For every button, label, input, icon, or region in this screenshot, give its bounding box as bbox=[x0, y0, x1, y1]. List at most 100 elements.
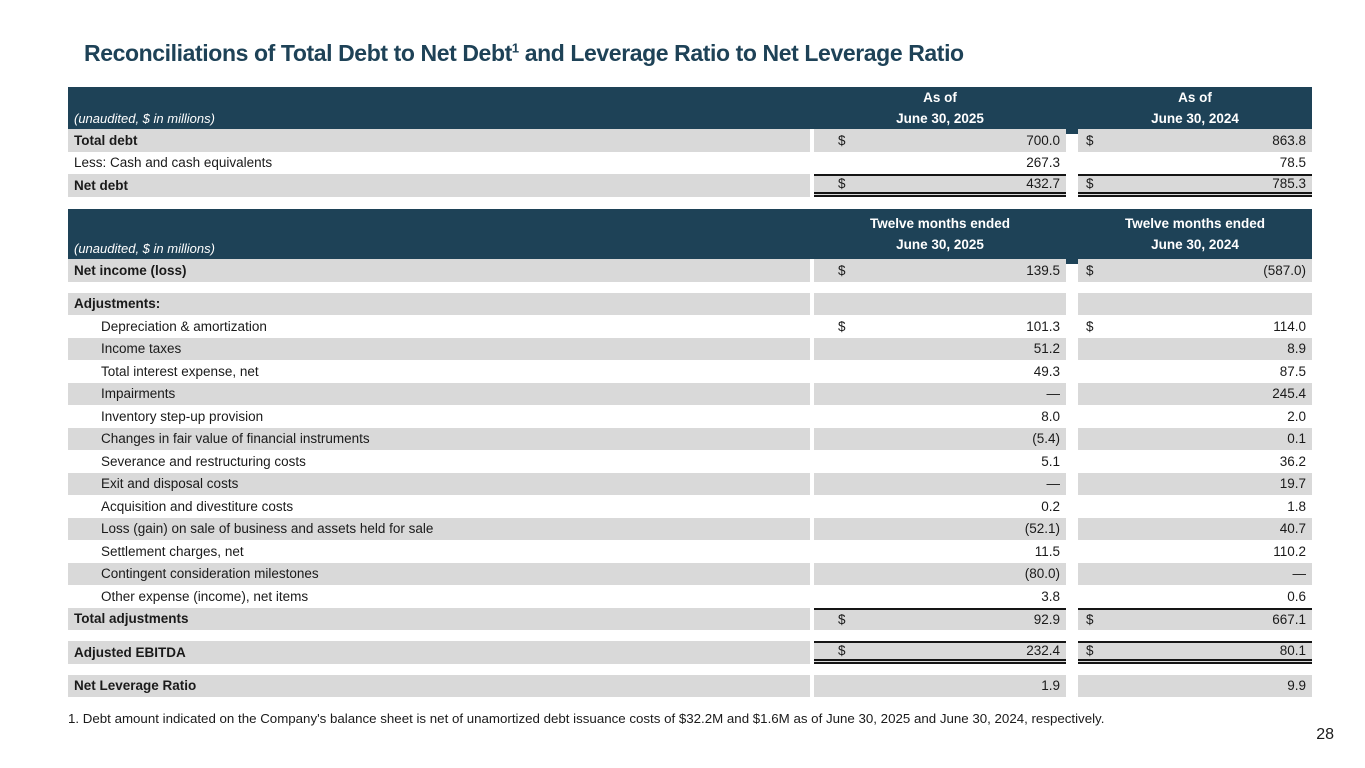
value-2025: $139.5 bbox=[814, 259, 1066, 282]
table-row: Severance and restructuring costs 5.1 36.2 bbox=[68, 450, 1312, 473]
row-label: Severance and restructuring costs bbox=[101, 453, 306, 469]
header-label-cell: (unaudited, $ in millions) bbox=[68, 209, 810, 259]
amount-2024: 0.1 bbox=[1287, 431, 1306, 447]
amount-2025: 49.3 bbox=[1033, 363, 1060, 379]
column-gap bbox=[1066, 405, 1078, 428]
value-2024: 0.6 bbox=[1078, 585, 1312, 608]
table-row: Loss (gain) on sale of business and asse… bbox=[68, 517, 1312, 540]
value-2024 bbox=[1078, 292, 1312, 315]
amount-2025: (80.0) bbox=[1024, 566, 1060, 582]
column-gap bbox=[1066, 315, 1078, 338]
page-title-text-suffix: and Leverage Ratio to Net Leverage Ratio bbox=[518, 40, 964, 66]
dollar-sign: $ bbox=[838, 643, 846, 659]
header-column-2025: Twelve months ended June 30, 2025 bbox=[814, 209, 1066, 259]
amount-2024: — bbox=[1292, 566, 1307, 582]
amount-2025: — bbox=[1046, 386, 1061, 402]
amount-2025: 1.9 bbox=[1041, 678, 1060, 694]
value-2024: $114.0 bbox=[1078, 315, 1312, 338]
table-row: Inventory step-up provision 8.0 2.0 bbox=[68, 405, 1312, 428]
column-gap bbox=[1066, 338, 1078, 361]
unaudited-note: (unaudited, $ in millions) bbox=[74, 111, 215, 126]
amount-2025: 0.2 bbox=[1041, 498, 1060, 514]
column-gap bbox=[1066, 675, 1078, 698]
header-line1: As of bbox=[923, 90, 957, 105]
page-title-text: Reconciliations of Total Debt to Net Deb… bbox=[84, 40, 512, 66]
value-2024: 40.7 bbox=[1078, 517, 1312, 540]
row-label: Income taxes bbox=[68, 337, 810, 360]
amount-2024: 87.5 bbox=[1279, 363, 1306, 379]
row-label: Depreciation & amortization bbox=[101, 318, 267, 334]
amount-2024: 110.2 bbox=[1273, 543, 1306, 559]
row-label: Changes in fair value of financial instr… bbox=[68, 427, 810, 450]
amount-2024: 36.2 bbox=[1279, 453, 1306, 469]
value-2024: $80.1 bbox=[1078, 641, 1312, 664]
column-gap bbox=[1066, 563, 1078, 586]
net-debt-reconciliation-table: (unaudited, $ in millions) As of June 30… bbox=[68, 87, 1312, 197]
column-gap bbox=[1066, 360, 1078, 383]
value-2025: (52.1) bbox=[814, 517, 1066, 540]
header-line2: June 30, 2024 bbox=[1151, 237, 1239, 252]
amount-2024: 1.8 bbox=[1287, 498, 1306, 514]
column-gap bbox=[1066, 209, 1078, 264]
ebitda-table-body: Net income (loss) $139.5 $ (587.0) Adjustmen… bbox=[68, 259, 1312, 697]
dollar-sign: $ bbox=[838, 132, 846, 148]
column-gap bbox=[1066, 152, 1078, 175]
dollar-sign: $ bbox=[1086, 262, 1094, 278]
dollar-sign: $ bbox=[838, 612, 846, 628]
dollar-sign: $ bbox=[1086, 132, 1094, 148]
dollar-sign: $ bbox=[1086, 643, 1094, 659]
column-gap bbox=[1066, 293, 1078, 316]
value-2024: 78.5 bbox=[1078, 152, 1312, 175]
adjusted-ebitda-reconciliation-table: (unaudited, $ in millions) Twelve months… bbox=[68, 209, 1312, 697]
value-2024: $ (587.0) bbox=[1078, 259, 1312, 282]
amount-2025: 51.2 bbox=[1033, 341, 1060, 357]
row-label: Impairments bbox=[68, 382, 810, 405]
value-2025: 5.1 bbox=[814, 450, 1066, 473]
amount-2024: 863.8 bbox=[1272, 132, 1306, 148]
value-2025: $232.4 bbox=[814, 641, 1066, 664]
value-2024: 2.0 bbox=[1078, 405, 1312, 428]
column-gap bbox=[1066, 450, 1078, 473]
column-gap bbox=[1066, 540, 1078, 563]
value-2025: $92.9 bbox=[814, 607, 1066, 630]
header-line2: June 30, 2025 bbox=[896, 237, 984, 252]
header-column-2025: As of June 30, 2025 bbox=[814, 87, 1066, 129]
ebitda-table-header: (unaudited, $ in millions) Twelve months… bbox=[68, 209, 1312, 264]
amount-2025: 432.7 bbox=[1026, 176, 1060, 192]
value-2025: (5.4) bbox=[814, 427, 1066, 450]
value-2024: 110.2 bbox=[1078, 540, 1312, 563]
value-2024: 1.8 bbox=[1078, 495, 1312, 518]
amount-2024: 19.7 bbox=[1279, 476, 1306, 492]
row-label: Total adjustments bbox=[68, 607, 810, 630]
column-gap bbox=[1066, 383, 1078, 406]
value-2025: 51.2 bbox=[814, 337, 1066, 360]
row-label: Adjustments: bbox=[68, 292, 810, 315]
header-line1: Twelve months ended bbox=[1124, 216, 1266, 231]
table-row: Net Leverage Ratio 1.9 9.9 bbox=[68, 674, 1312, 698]
amount-2024: 0.6 bbox=[1287, 588, 1306, 604]
amount-2025: 8.0 bbox=[1041, 408, 1060, 424]
table-row: Exit and disposal costs — 19.7 bbox=[68, 472, 1312, 495]
dollar-sign: $ bbox=[838, 176, 846, 192]
dollar-sign: $ bbox=[838, 262, 846, 278]
value-2025 bbox=[814, 292, 1066, 315]
header-line1: As of bbox=[1178, 90, 1212, 105]
value-2025: (80.0) bbox=[814, 562, 1066, 585]
value-2024: 245.4 bbox=[1078, 382, 1312, 405]
column-gap bbox=[1066, 428, 1078, 451]
amount-2025: — bbox=[1046, 476, 1061, 492]
value-2025: $432.7 bbox=[814, 174, 1066, 197]
column-gap bbox=[1066, 174, 1078, 197]
amount-2025: 11.5 bbox=[1034, 543, 1060, 559]
table-row: Total interest expense, net 49.3 87.5 bbox=[68, 360, 1312, 383]
row-label: Settlement charges, net bbox=[101, 543, 244, 559]
amount-2025: (5.4) bbox=[1032, 431, 1060, 447]
row-label: Acquisition and divestiture costs bbox=[101, 498, 294, 514]
amount-2025: 92.9 bbox=[1033, 612, 1060, 628]
amount-2025: 700.0 bbox=[1026, 132, 1060, 148]
row-label: Less: Cash and cash equivalents bbox=[74, 155, 273, 171]
column-gap bbox=[1066, 495, 1078, 518]
row-label: Total debt bbox=[68, 129, 810, 152]
table-row: Contingent consideration milestones (80.0… bbox=[68, 562, 1312, 586]
